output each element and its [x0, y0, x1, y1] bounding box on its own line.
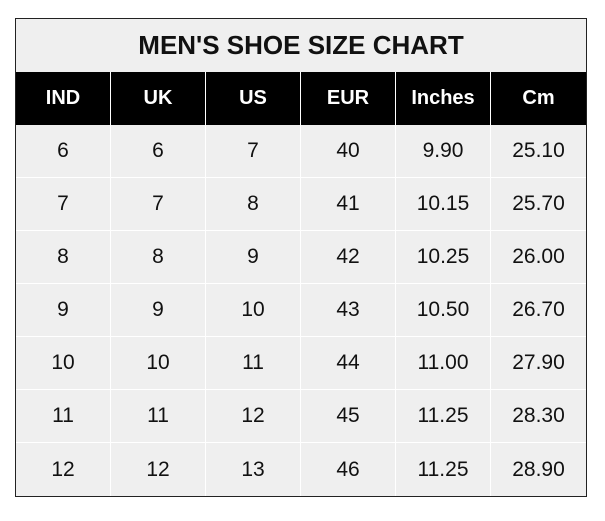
table-cell: 10 — [206, 284, 301, 337]
table-body: 6 6 7 40 9.90 25.10 7 7 8 41 10.15 25.70 8 8 9 42 10.25 2… — [16, 125, 586, 496]
table-cell: 8 — [16, 231, 111, 284]
table-cell: 11.00 — [396, 337, 491, 390]
table-cell: 26.00 — [491, 231, 586, 284]
table-cell: 25.70 — [491, 178, 586, 231]
table-cell: 6 — [16, 125, 111, 178]
table-cell: 44 — [301, 337, 396, 390]
table-cell: 27.90 — [491, 337, 586, 390]
size-chart-table: MEN'S SHOE SIZE CHART IND UK US EUR Inches Cm… — [15, 18, 587, 497]
table-cell: 10.15 — [396, 178, 491, 231]
table-cell: 28.90 — [512, 457, 565, 481]
table-cell: 41 — [301, 178, 396, 231]
table-row: 7 7 8 41 10.15 25.70 — [16, 178, 586, 231]
table-cell: 8 — [111, 231, 206, 284]
table-cell: 9.90 — [396, 125, 491, 178]
table-cell: 10 — [111, 337, 206, 390]
column-header: EUR — [301, 72, 396, 125]
table-row: 8 8 9 42 10.25 26.00 — [16, 231, 586, 284]
table-row: 11 11 12 45 11.25 28.30 — [16, 390, 586, 443]
column-header: Inches — [396, 72, 491, 125]
table-title: MEN'S SHOE SIZE CHART — [16, 19, 586, 72]
table-cell: 10.50 — [396, 284, 491, 337]
table-cell: 11.25 — [396, 443, 491, 496]
table-row: 12 12 13 46 11.25 28.90 — [16, 443, 586, 496]
table-row: 6 6 7 40 9.90 25.10 — [16, 125, 586, 178]
table-cell: 9 — [206, 231, 301, 284]
table-cell: 11 — [16, 390, 111, 443]
table-cell: 42 — [301, 231, 396, 284]
table-cell: 12 — [206, 390, 301, 443]
table-cell: 28.30 — [491, 390, 586, 443]
table-cell: 12 — [16, 443, 111, 496]
table-cell: 25.10 — [491, 125, 586, 178]
table-cell: 7 — [206, 125, 301, 178]
table-cell: 7 — [16, 178, 111, 231]
table-cell: 11 — [206, 337, 301, 390]
table-cell: 40 — [301, 125, 396, 178]
table-row: 9 9 10 43 10.50 26.70 — [16, 284, 586, 337]
table-cell: 7 — [111, 178, 206, 231]
table-cell: 12 — [111, 443, 206, 496]
table-cell: 8 — [206, 178, 301, 231]
table-cell: 10.25 — [396, 231, 491, 284]
column-header: US — [206, 72, 301, 125]
table-cell: 6 — [111, 125, 206, 178]
header-row: IND UK US EUR Inches Cm — [16, 72, 586, 125]
table-cell: 10 — [16, 337, 111, 390]
table-cell: 46 — [301, 443, 396, 496]
column-header: IND — [16, 72, 111, 125]
table-cell: 13 — [206, 443, 301, 496]
table-cell: 11 — [111, 390, 206, 443]
table-cell: 9 — [111, 284, 206, 337]
column-header: UK — [111, 72, 206, 125]
table-cell: 11.25 — [396, 390, 491, 443]
table-cell: 9 — [16, 284, 111, 337]
table-cell: 43 — [301, 284, 396, 337]
column-header: Cm — [491, 72, 586, 125]
table-cell: 26.70 — [491, 284, 586, 337]
table-cell: 45 — [301, 390, 396, 443]
table-row: 10 10 11 44 11.00 27.90 — [16, 337, 586, 390]
